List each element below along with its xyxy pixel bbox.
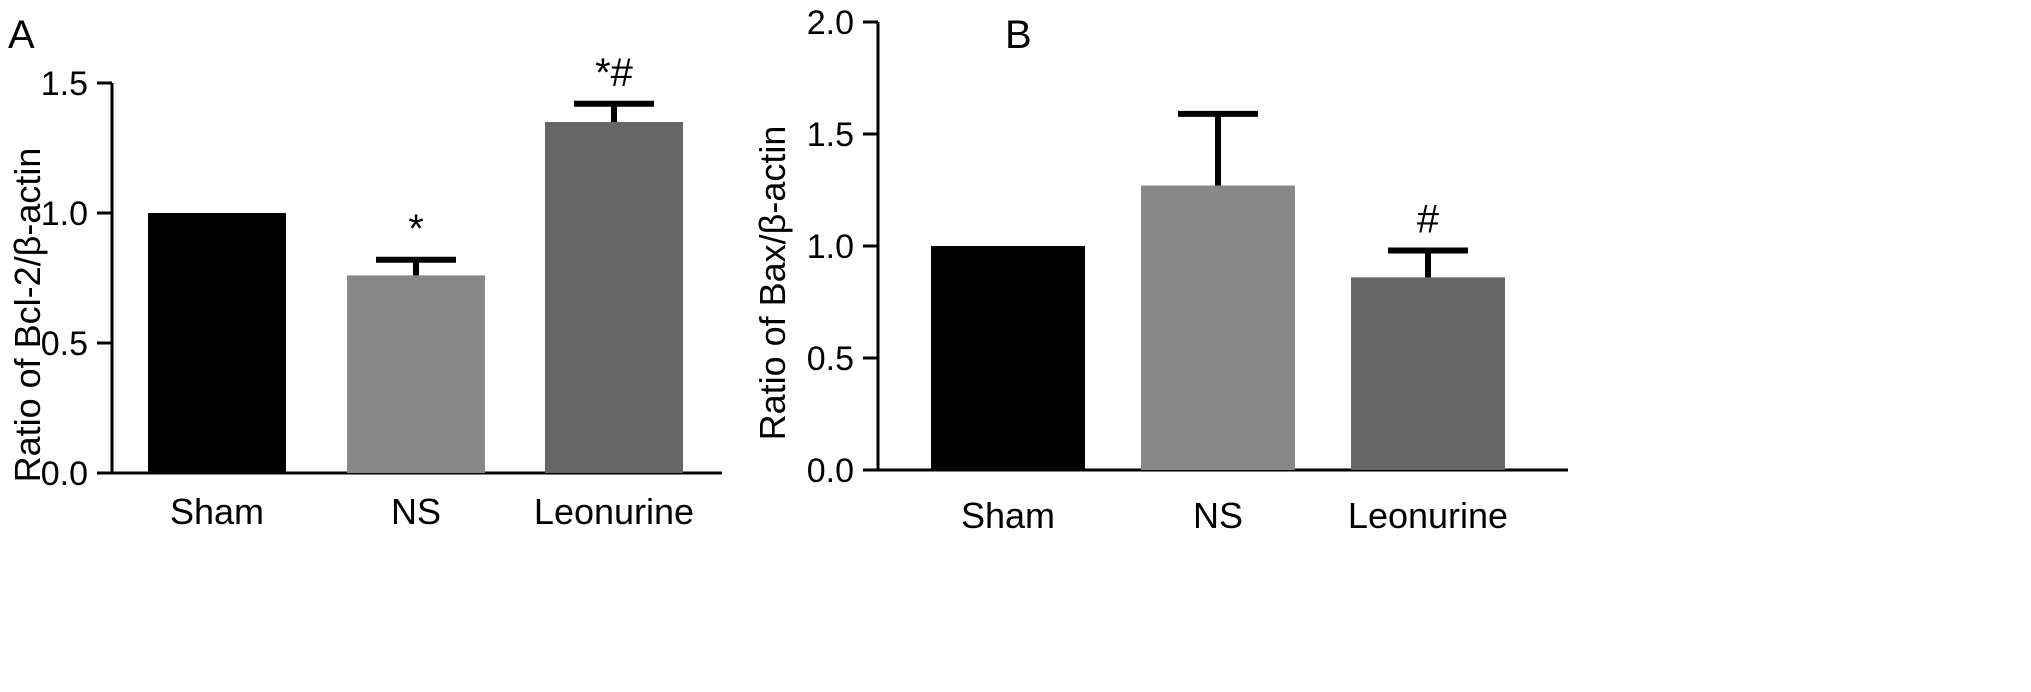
panel-b-y-tick-label: 1.5: [807, 116, 854, 154]
panel-b-chart: B Ratio of Bax/β-actin 0.0 0.5 1.0 1.5 2.0 Sh…: [752, 4, 1568, 536]
panel-b-bars: #: [931, 110, 1505, 470]
panel-a-y-tick-label: 1.5: [41, 65, 88, 103]
panel-b-bar-leonurine: [1351, 277, 1505, 470]
panel-a-x-tick-label-leonurine: Leonurine: [534, 491, 694, 532]
panel-b-bar-sham: [931, 246, 1085, 470]
panel-a-chart: A Ratio of Bcl-2/β-actin 0.0 0.5 1.0 1.5 Sha…: [7, 13, 722, 532]
panel-b-x-tick-label-leonurine: Leonurine: [1348, 495, 1508, 536]
panel-b-y-tick-label: 1.0: [807, 228, 854, 266]
panel-a-y-tick-label: 0.5: [41, 325, 88, 363]
panel-b-letter: B: [1005, 13, 1032, 57]
panel-b-y-tick-label: 2.0: [807, 4, 854, 42]
panel-a-bars: * *#: [148, 51, 683, 473]
panel-b-y-tick-label: 0.5: [807, 340, 854, 378]
panel-a-x-tick-label-sham: Sham: [170, 491, 264, 532]
panel-a-y-tick-label: 1.0: [41, 195, 88, 233]
panel-a-letter: A: [8, 13, 35, 57]
panel-b-bar-ns: [1141, 185, 1295, 470]
panel-b-x-tick-label-ns: NS: [1193, 495, 1243, 536]
panel-b-y-tick-label: 0.0: [807, 452, 854, 490]
panel-a-bar-ns: [347, 275, 485, 473]
panel-a-y-axis-label: Ratio of Bcl-2/β-actin: [7, 148, 48, 483]
panel-a-x-tick-label-ns: NS: [391, 491, 441, 532]
panel-b-y-axis-label: Ratio of Bax/β-actin: [752, 126, 793, 441]
panel-a-significance-ns: *: [408, 207, 424, 251]
panel-a-bar-leonurine: [545, 122, 683, 473]
panel-a-significance-leonurine: *#: [595, 51, 634, 95]
panel-a-y-tick-label: 0.0: [41, 455, 88, 493]
panel-b-x-tick-label-sham: Sham: [961, 495, 1055, 536]
panel-b-axes: 0.0 0.5 1.0 1.5 2.0 Sham NS Leonurine: [807, 4, 1568, 536]
panel-a-bar-sham: [148, 213, 286, 473]
panel-b-significance-leonurine: #: [1417, 197, 1440, 241]
